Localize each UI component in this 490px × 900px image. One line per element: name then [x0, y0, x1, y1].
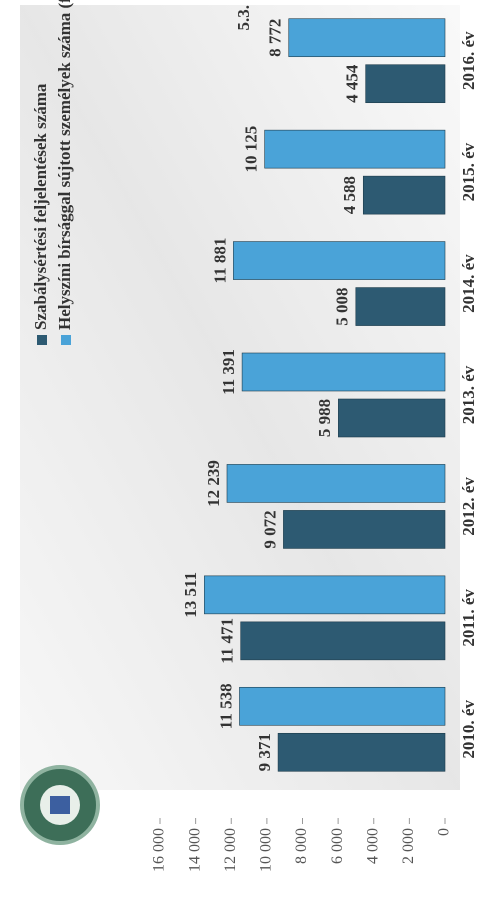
bar — [362, 175, 446, 215]
legend-label: Helyszíni bírsággal sújtott személyek sz… — [55, 0, 74, 330]
data-label: 4 454 — [343, 64, 362, 103]
bar — [277, 732, 446, 772]
rotated-chart: 5.3. 0 2 000 4 000 6 000 8 000 10 000 12 000 14… — [20, 0, 478, 872]
data-label: 13 511 — [181, 572, 200, 618]
bar — [264, 129, 446, 169]
bar — [338, 398, 446, 438]
x-tick-label: 2011. év — [459, 589, 478, 647]
y-tick-label: 2 000 — [400, 828, 417, 864]
bar — [355, 287, 446, 326]
police-logo — [20, 765, 100, 845]
bar — [226, 464, 446, 503]
legend-label: Szabálysértési feljelentések száma — [31, 83, 50, 330]
bar — [288, 18, 446, 58]
bar — [239, 686, 446, 726]
bar — [283, 510, 446, 549]
x-tick-label: 2013. év — [459, 365, 478, 424]
x-tick-label: 2015. év — [459, 142, 478, 201]
data-label: 9 371 — [255, 733, 274, 771]
legend-swatch — [37, 335, 47, 345]
y-tick-label: 10 000 — [258, 828, 275, 872]
y-tick-label: 4 000 — [364, 828, 381, 864]
data-label: 11 391 — [219, 349, 238, 395]
y-tick-label: 6 000 — [329, 828, 346, 864]
data-label: 12 239 — [204, 460, 223, 507]
data-label: 4 588 — [340, 176, 359, 214]
y-tick-label: 0 — [436, 828, 453, 836]
bar — [241, 352, 446, 392]
background-photo — [20, 5, 460, 790]
x-tick-label: 2014. év — [459, 254, 478, 313]
data-label: 11 538 — [216, 683, 235, 729]
data-label: 5 988 — [315, 399, 334, 437]
data-label: 11 881 — [210, 238, 229, 284]
data-label: 11 471 — [218, 618, 237, 664]
data-label: 9 072 — [260, 510, 279, 548]
bar — [204, 575, 446, 615]
x-tick-label: 2016. év — [459, 31, 478, 90]
y-tick-label: 8 000 — [293, 828, 310, 864]
data-label: 10 125 — [242, 126, 261, 173]
bar — [240, 621, 446, 661]
bar — [365, 64, 446, 104]
y-tick-label: 16 000 — [151, 828, 168, 872]
y-tick-label: 12 000 — [222, 828, 239, 872]
page-number: 5.3. — [234, 5, 253, 31]
x-tick-label: 2010. év — [459, 700, 478, 759]
x-tick-label: 2012. év — [459, 477, 478, 536]
data-label: 5 008 — [333, 287, 352, 325]
data-label: 8 772 — [266, 19, 285, 57]
y-tick-label: 14 000 — [186, 828, 203, 872]
bar — [233, 241, 446, 280]
legend-swatch — [61, 335, 71, 345]
